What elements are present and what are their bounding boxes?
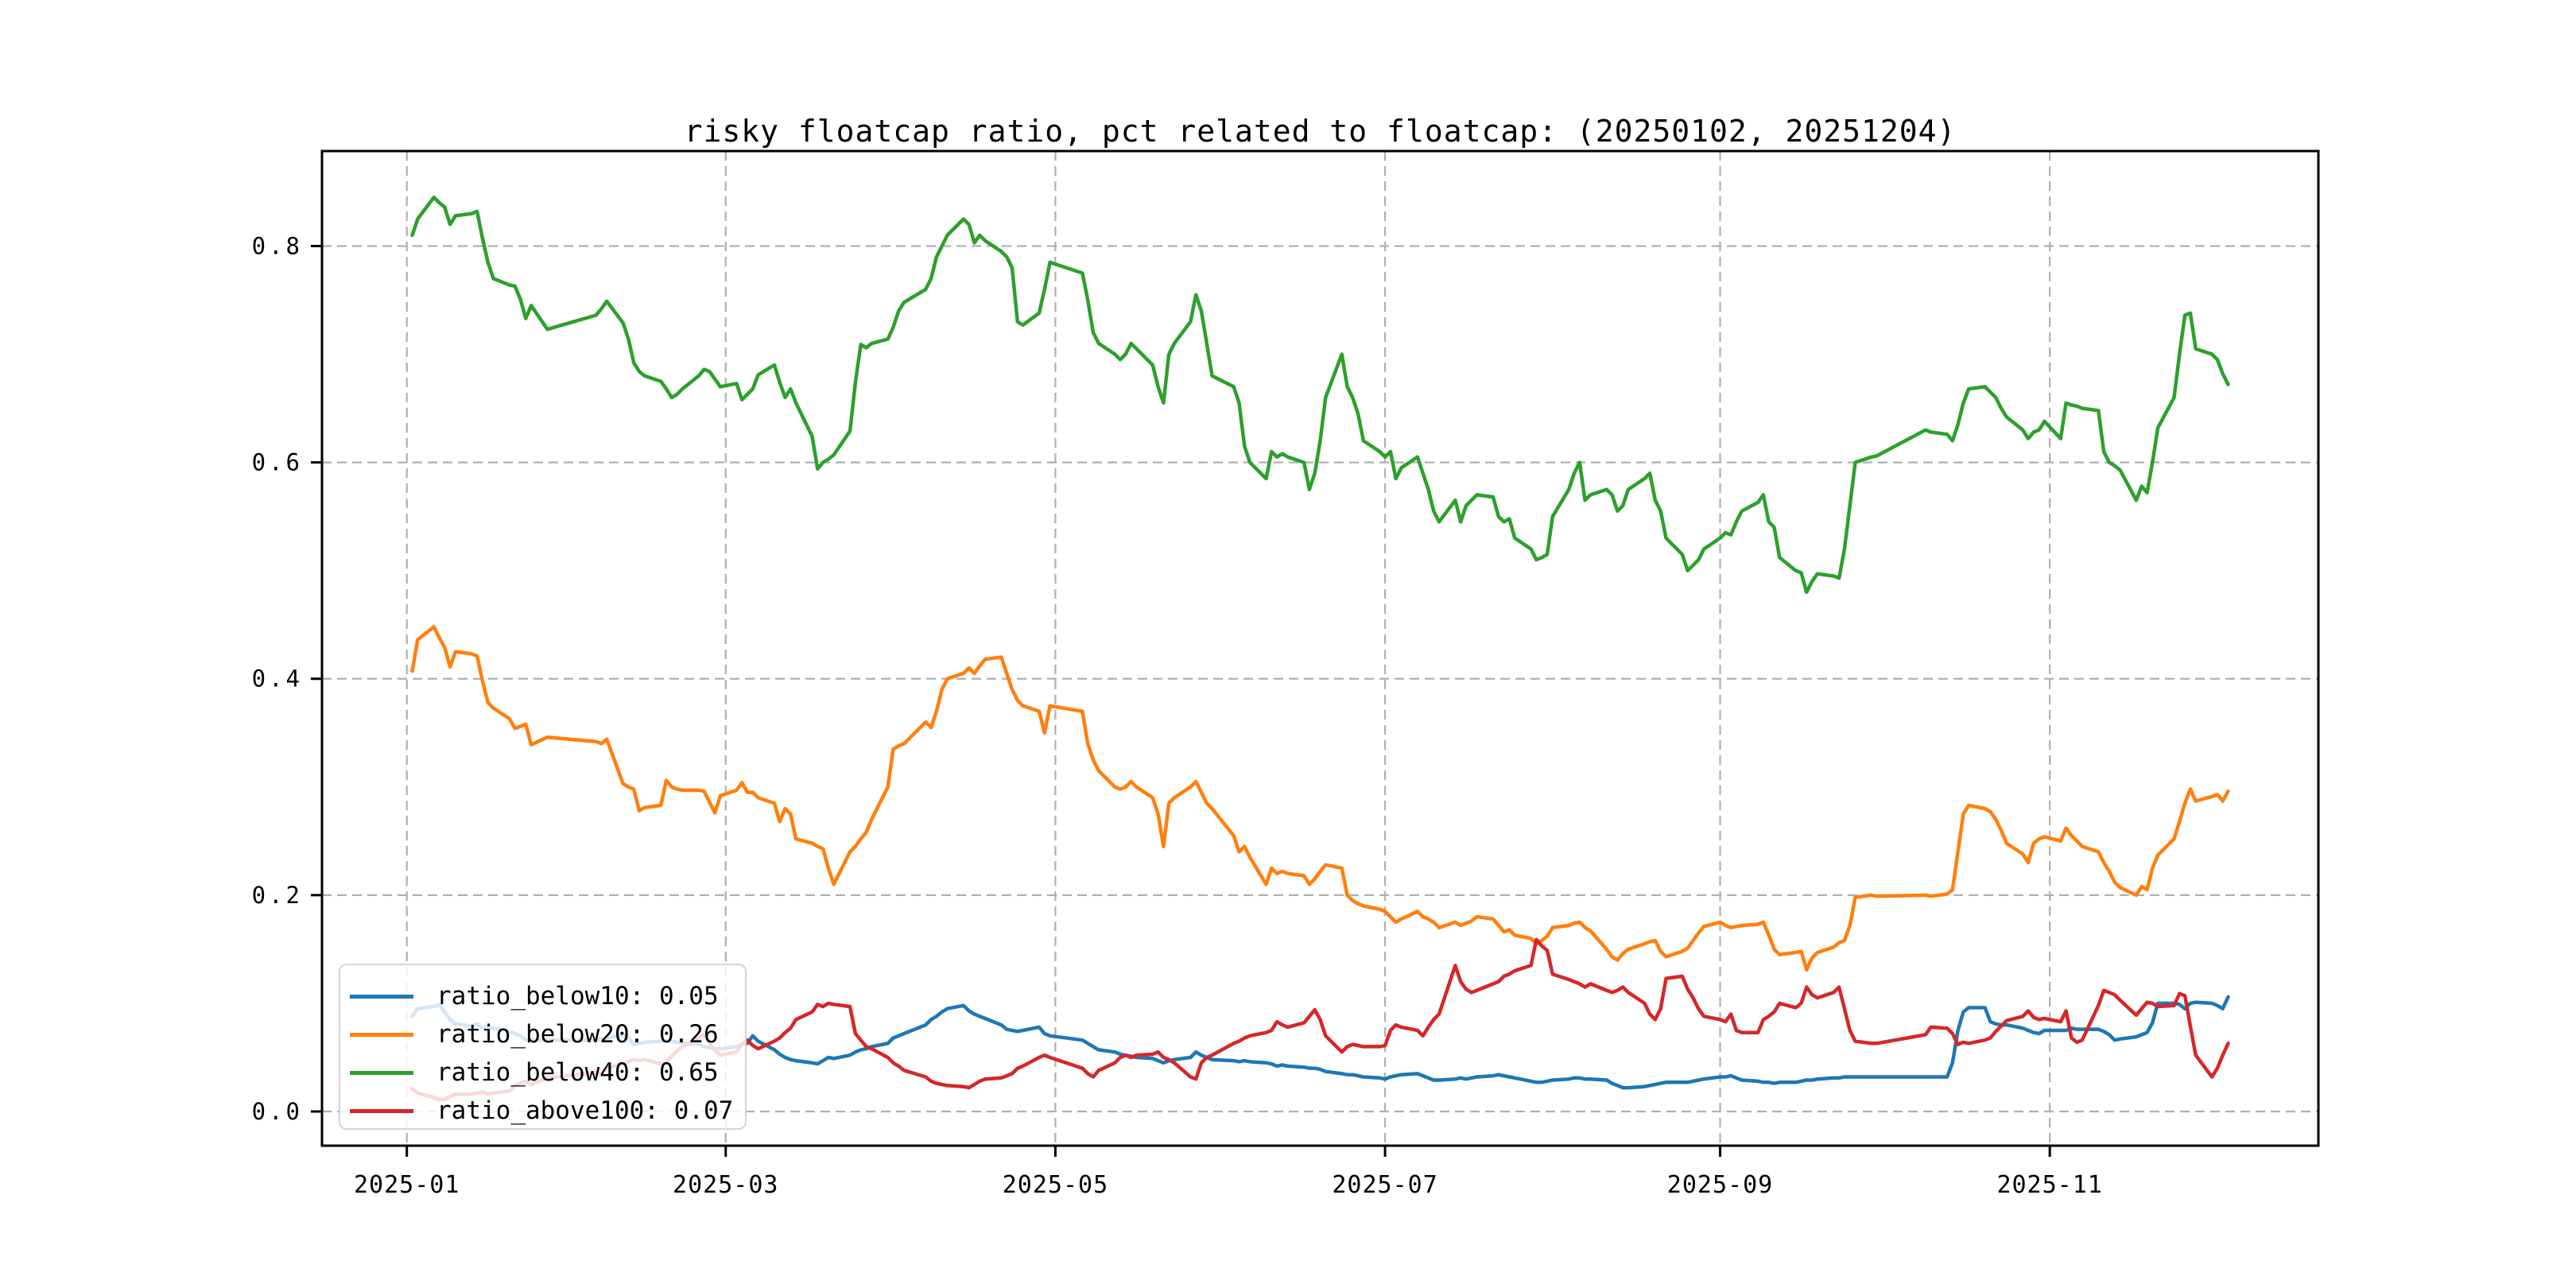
line-ratio_below40	[410, 195, 2230, 595]
legend-label-ratio_below40: ratio_below40: 0.65	[436, 1058, 719, 1087]
y-tick-label: 0.8	[252, 232, 303, 259]
chart-title: risky floatcap ratio, pct related to flo…	[684, 114, 1957, 149]
gridlines	[322, 151, 2318, 1146]
legend-label-ratio_below10: ratio_below10: 0.05	[436, 982, 719, 1011]
x-tick-label: 2025-03	[673, 1171, 778, 1199]
y-tick-label: 0.4	[252, 665, 303, 692]
legend-row-ratio_below40: ratio_below40: 0.65	[340, 1053, 745, 1092]
legend-line-sample-ratio_below40	[350, 1070, 413, 1075]
legend-label-ratio_above100: ratio_above100: 0.07	[436, 1096, 734, 1125]
x-tick-label: 2025-01	[354, 1171, 460, 1199]
tick-marks	[311, 244, 2051, 1157]
legend-line-sample-ratio_above100	[350, 1108, 413, 1113]
legend: ratio_below10: 0.05 ratio_below20: 0.26 ra…	[339, 964, 747, 1130]
x-tick-label: 2025-11	[1996, 1171, 2102, 1199]
x-tick-label: 2025-09	[1667, 1171, 1773, 1199]
y-tick-label: 0.0	[252, 1098, 303, 1125]
legend-row-ratio_below20: ratio_below20: 0.26	[340, 1015, 745, 1053]
legend-row-ratio_above100: ratio_above100: 0.07	[340, 1092, 745, 1130]
legend-row-ratio_below10: ratio_below10: 0.05	[340, 977, 745, 1015]
line-ratio_below20	[410, 625, 2230, 972]
legend-line-sample-ratio_below10	[350, 994, 413, 999]
tick-labels: 2025-01 2025-03 2025-05 2025-07 2025-09 2025-…	[252, 232, 2102, 1199]
legend-line-sample-ratio_below20	[350, 1032, 413, 1037]
x-tick-label: 2025-05	[1003, 1171, 1108, 1199]
y-tick-label: 0.2	[252, 882, 303, 909]
plot-border	[320, 149, 2320, 1147]
x-tick-label: 2025-07	[1332, 1171, 1437, 1199]
legend-label-ratio_below20: ratio_below20: 0.26	[436, 1020, 719, 1049]
y-tick-label: 0.6	[252, 449, 303, 476]
